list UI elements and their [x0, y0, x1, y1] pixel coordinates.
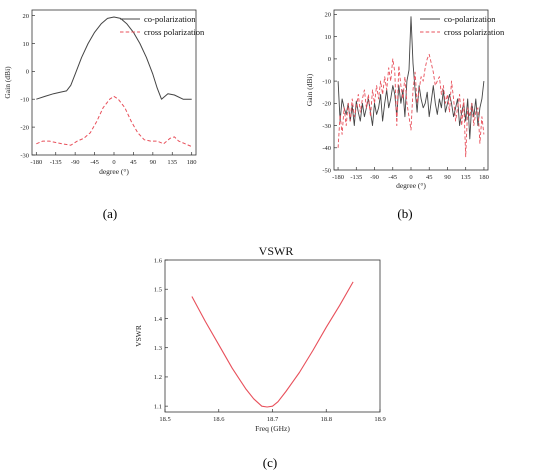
- panel-b-label: (b): [397, 206, 412, 221]
- x-tick-label: -135: [50, 159, 62, 166]
- x-tick-label: -90: [71, 159, 80, 166]
- x-tick-label: -180: [30, 159, 42, 166]
- y-tick-label: -20: [322, 101, 331, 108]
- y-tick-label: -10: [322, 78, 331, 85]
- series-line-cross-polarization: [36, 95, 192, 148]
- x-tick-label: 135: [167, 159, 177, 166]
- panel-a: -180 -135 -90 -45 0 45 90 135 180 20 10 0 -10 -20 -30 d…: [3, 9, 205, 176]
- panel-b: -180 -135 -90 -45 0 45 90 135 180 20 10 0 -10 -20 -30 -…: [305, 9, 505, 190]
- series-line-co-polarization: [36, 16, 192, 100]
- y-tick-label: 10: [23, 41, 30, 48]
- series-line-cross-polarization: [337, 53, 485, 158]
- y-tick-label: -30: [20, 152, 29, 159]
- x-tick-label: -180: [332, 174, 344, 181]
- y-tick-label: 0: [328, 56, 331, 63]
- x-axis-label: degree (°): [396, 181, 426, 190]
- y-tick-label: -40: [322, 145, 331, 152]
- y-tick-label: -50: [322, 167, 331, 174]
- x-tick-label: -45: [388, 174, 397, 181]
- y-tick-label: 1.1: [154, 403, 162, 410]
- y-tick-label: 0: [26, 69, 29, 76]
- x-tick-label: 45: [426, 174, 433, 181]
- x-tick-label: 135: [461, 174, 471, 181]
- panel-a-label: (a): [103, 206, 117, 221]
- y-tick-label: -20: [20, 124, 29, 131]
- y-tick-label: 1.4: [154, 316, 163, 323]
- x-tick-label: 90: [444, 174, 451, 181]
- legend-label: co-polarization: [144, 14, 196, 24]
- x-tick-label: 90: [150, 159, 157, 166]
- x-tick-label: 0: [112, 159, 115, 166]
- y-tick-label: 20: [23, 13, 30, 20]
- x-tick-label: 180: [479, 174, 489, 181]
- series-line-0: [191, 281, 354, 408]
- y-tick-label: -30: [322, 123, 331, 130]
- y-axis-label: Gain (dBi): [3, 66, 12, 99]
- x-tick-label: 18.9: [374, 416, 385, 423]
- legend-label: cross polarization: [144, 27, 205, 37]
- x-tick-label: 45: [130, 159, 137, 166]
- legend-label: cross polarization: [444, 27, 505, 37]
- y-tick-label: 1.6: [154, 257, 163, 264]
- x-axis-label: Freq (GHz): [255, 424, 290, 433]
- x-tick-label: 18.8: [321, 416, 332, 423]
- x-tick-label: 18.6: [213, 416, 225, 423]
- x-tick-label: 18.5: [159, 416, 170, 423]
- y-axis-label: VSWR: [134, 325, 143, 347]
- plot-frame: [164, 259, 381, 413]
- panel-c: 18.5 18.6 18.7 18.8 18.9 1.6 1.5 1.4 1.3 1.2 1.1 Fr…: [134, 257, 386, 433]
- panel-c-title: VSWR: [259, 244, 294, 258]
- y-tick-label: 1.2: [154, 374, 162, 381]
- y-tick-label: 1.5: [154, 287, 162, 294]
- x-tick-label: 180: [187, 159, 197, 166]
- series-line-co-polarization: [337, 16, 485, 140]
- x-axis-label: degree (°): [99, 167, 129, 176]
- x-tick-label: -90: [370, 174, 379, 181]
- x-tick-label: 0: [409, 174, 412, 181]
- y-tick-label: 1.3: [154, 345, 162, 352]
- x-tick-label: 18.7: [267, 416, 279, 423]
- legend-label: co-polarization: [444, 14, 496, 24]
- y-tick-label: 20: [325, 12, 332, 19]
- y-tick-label: 10: [325, 34, 332, 41]
- y-tick-label: -10: [20, 97, 29, 104]
- y-axis-label: Gain (dBi): [305, 73, 314, 106]
- x-tick-label: -135: [350, 174, 362, 181]
- x-tick-label: -45: [90, 159, 99, 166]
- panel-c-label: (c): [263, 455, 277, 470]
